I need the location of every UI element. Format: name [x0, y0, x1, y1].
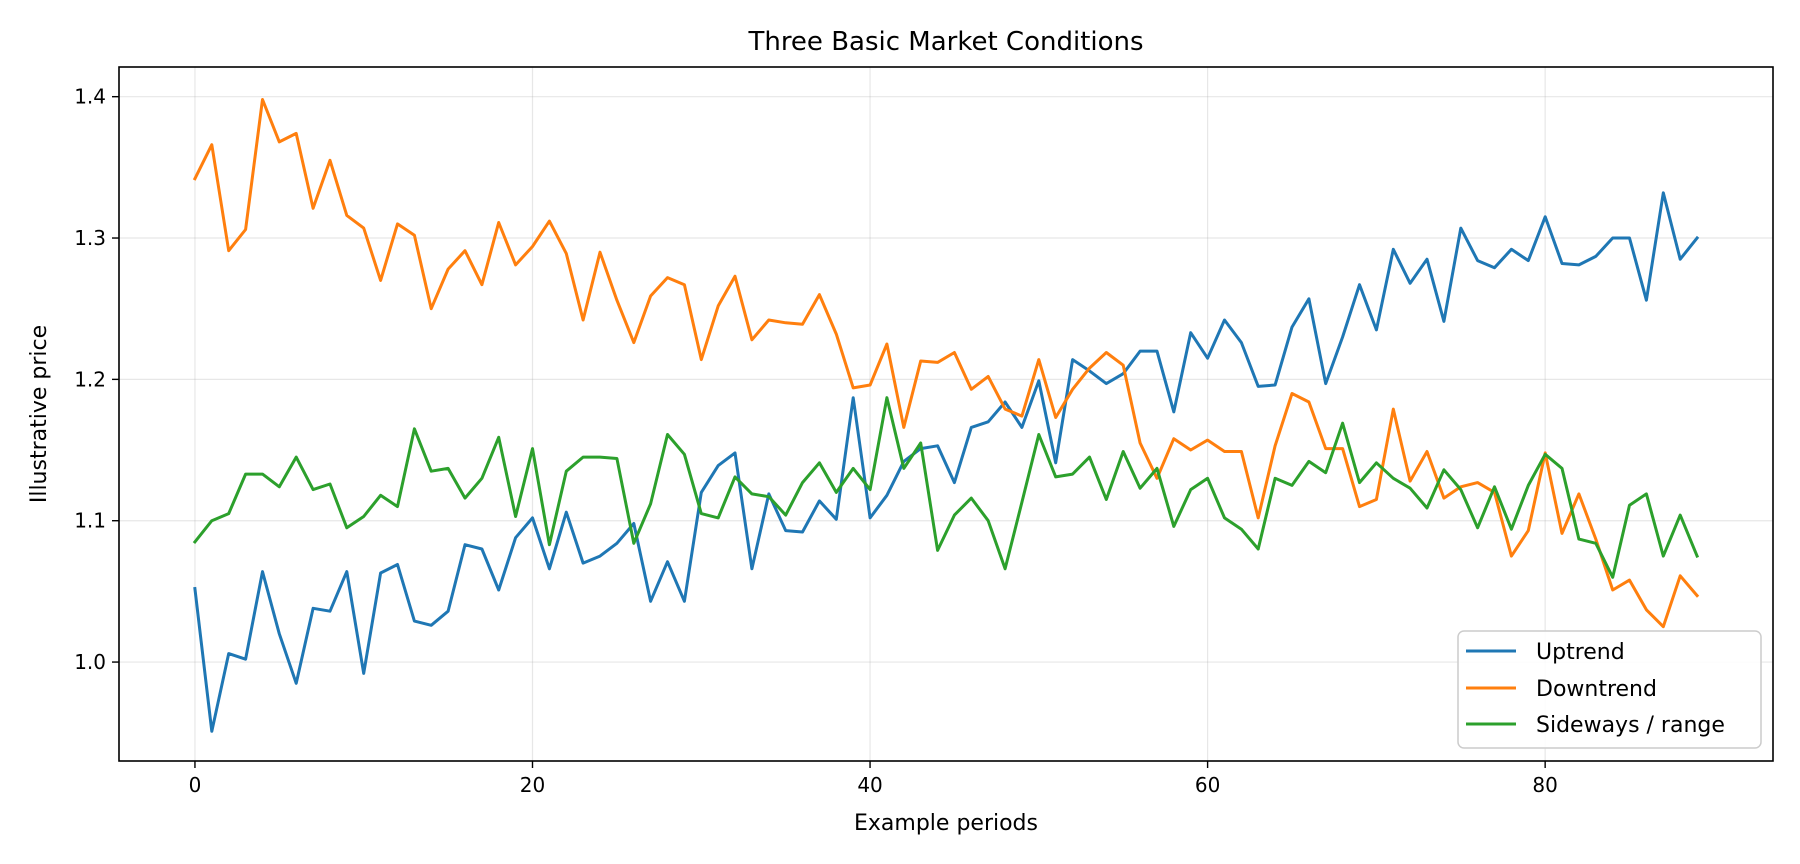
legend: Uptrend Downtrend Sideways / range — [1457, 630, 1762, 749]
y-tick-label: 1.2 — [74, 367, 106, 391]
y-tick-label: 1.4 — [74, 85, 106, 109]
series-line-sideways-range — [192, 396, 1700, 579]
x-tick-label: 60 — [1195, 773, 1220, 797]
legend-label-uptrend: Uptrend — [1536, 640, 1625, 665]
legend-label-sideways: Sideways / range — [1536, 713, 1725, 738]
series-line-downtrend — [192, 98, 1700, 629]
y-tick-label: 1.3 — [74, 226, 106, 250]
series-line-uptrend — [193, 191, 1700, 733]
x-axis-label: Example periods — [854, 811, 1038, 836]
y-axis-label: Illustrative price — [27, 325, 52, 503]
y-axis-ticks: 1.0 1.1 1.2 1.3 1.4 — [74, 85, 119, 674]
legend-box — [1457, 630, 1762, 749]
series-lines — [192, 98, 1700, 733]
x-tick-label: 80 — [1532, 773, 1557, 797]
y-tick-label: 1.1 — [74, 509, 106, 533]
x-axis-ticks: 0 20 40 60 80 — [189, 761, 1558, 797]
y-tick-label: 1.0 — [74, 650, 106, 674]
x-tick-label: 0 — [189, 773, 202, 797]
chart-title: Three Basic Market Conditions — [747, 27, 1143, 57]
legend-label-downtrend: Downtrend — [1536, 677, 1657, 702]
x-tick-label: 20 — [520, 773, 545, 797]
plot-area-frame — [118, 66, 1774, 762]
x-tick-label: 40 — [857, 773, 882, 797]
